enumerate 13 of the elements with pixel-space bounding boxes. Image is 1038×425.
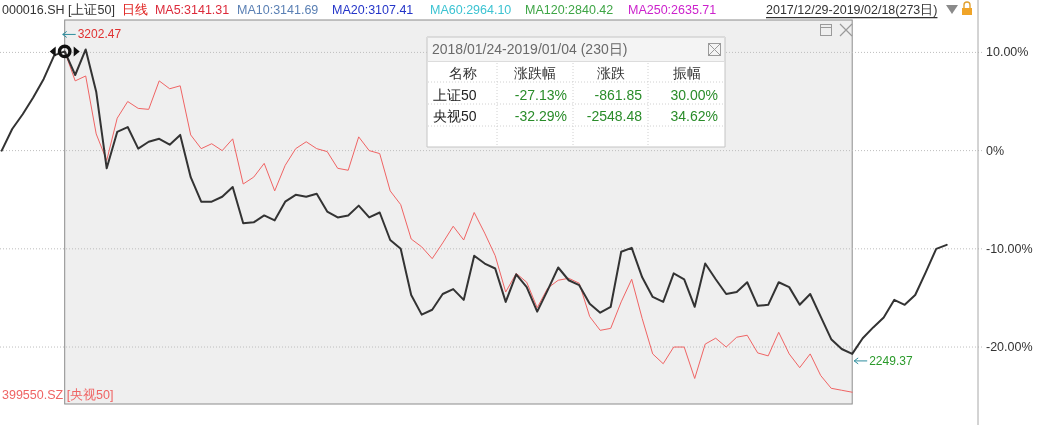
cell: 涨跌: [597, 65, 625, 81]
cell: 振幅: [673, 65, 701, 81]
cell: 上证50: [433, 87, 477, 103]
cell: -32.29%: [514, 108, 567, 124]
table-title: 2018/01/24-2019/01/04 (230日): [432, 41, 628, 57]
cell: 央视50: [433, 108, 477, 124]
cell: 涨跌幅: [514, 65, 556, 81]
cell: 30.00%: [670, 87, 718, 103]
cell: -2548.48: [586, 108, 642, 124]
cell: -861.85: [594, 87, 642, 103]
cell: 34.62%: [670, 108, 718, 124]
cell: -27.13%: [514, 87, 567, 103]
cell: 名称: [449, 65, 477, 81]
